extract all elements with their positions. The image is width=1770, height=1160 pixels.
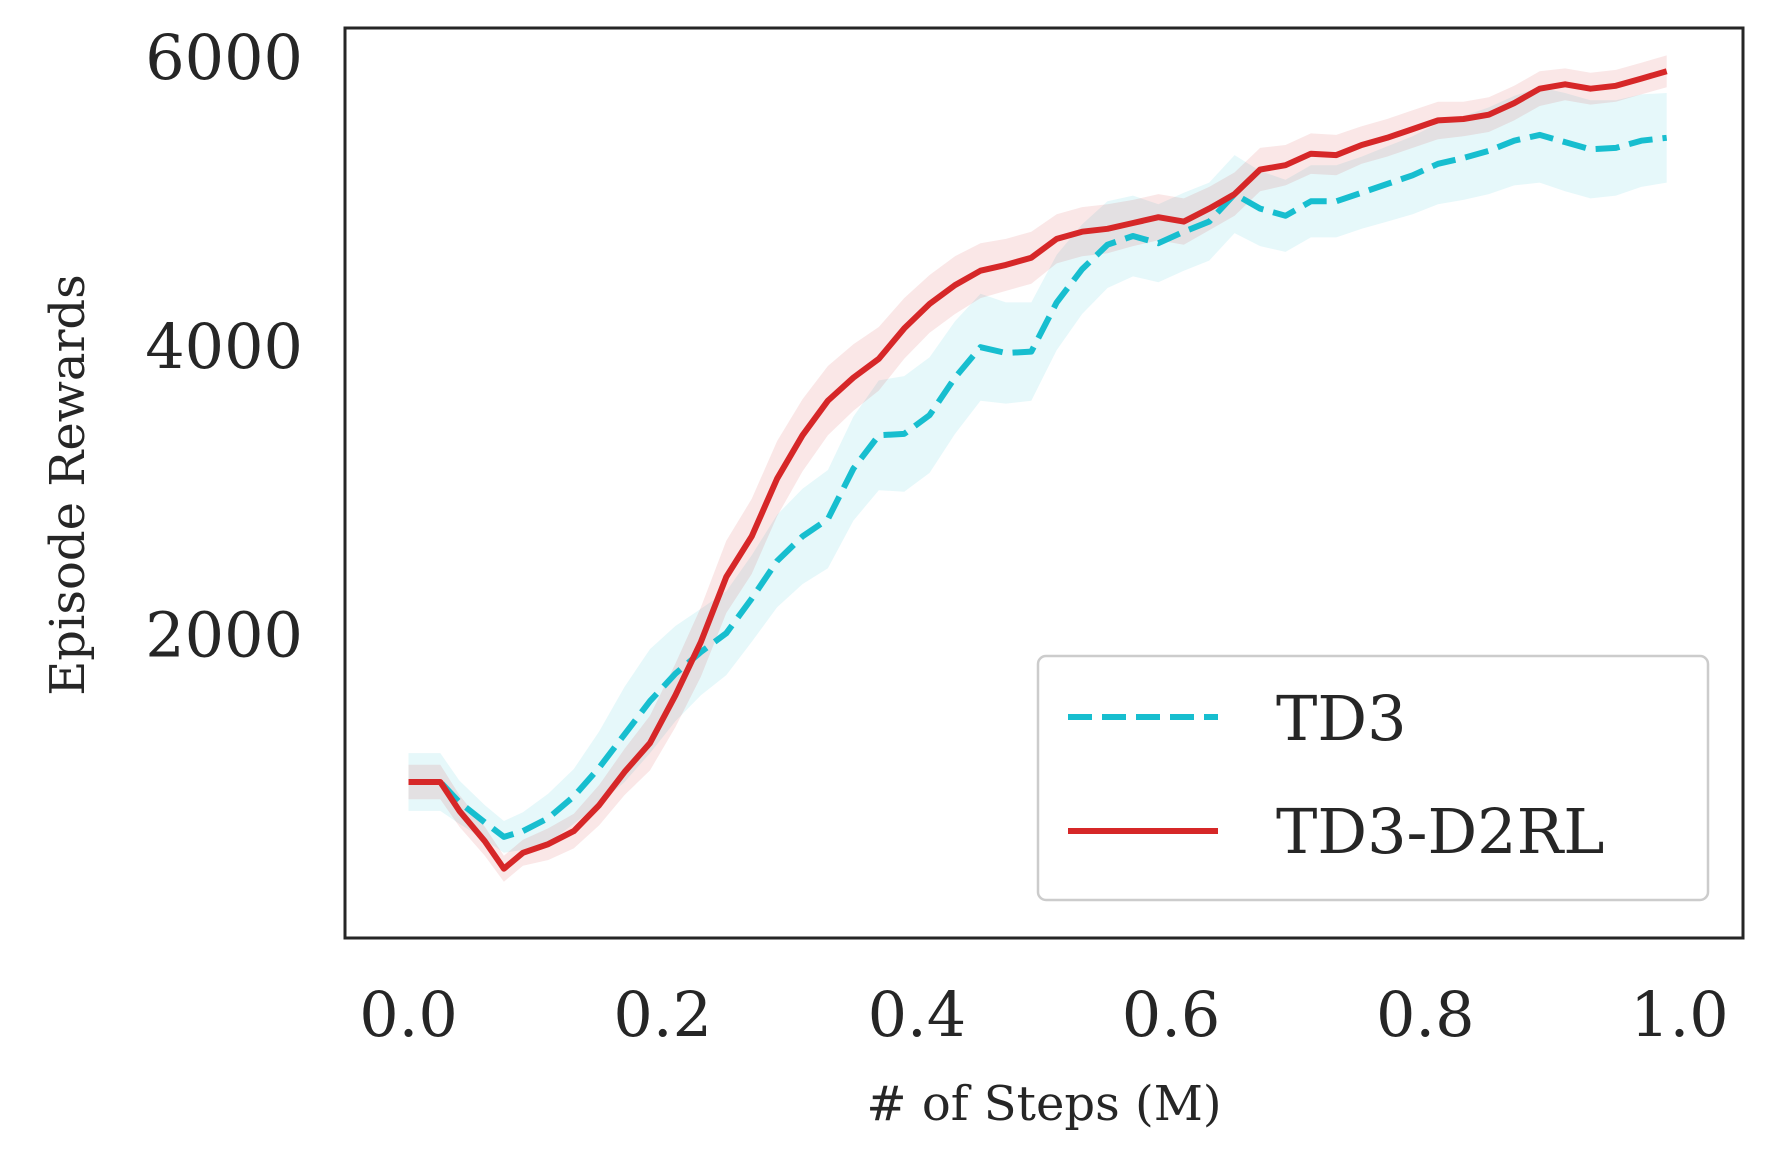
confidence-bands xyxy=(408,55,1667,882)
x-tick-label: 0.2 xyxy=(613,978,712,1051)
x-tick-label: 0.6 xyxy=(1122,978,1221,1051)
plot-frame xyxy=(343,26,1745,940)
x-axis-title: # of Steps (M) xyxy=(866,1076,1221,1132)
y-tick-label: 6000 xyxy=(145,21,303,94)
y-tick-label: 2000 xyxy=(145,599,303,672)
legend-label-td3-d2rl: TD3-D2RL xyxy=(1276,795,1604,868)
x-axis-ticks: 0.0 0.2 0.4 0.6 0.8 1.0 xyxy=(359,978,1729,1051)
legend: TD3 TD3-D2RL xyxy=(1036,654,1710,902)
x-tick-label: 0.4 xyxy=(868,978,967,1051)
line-td3 xyxy=(408,131,1668,840)
x-tick-label: 0.0 xyxy=(359,978,458,1051)
series-lines xyxy=(408,68,1668,872)
y-axis-title: Episode Rewards xyxy=(40,274,96,696)
band-td3 xyxy=(408,87,1667,853)
x-tick-label: 1.0 xyxy=(1630,978,1729,1051)
plot-area xyxy=(343,26,1745,940)
legend-label-td3: TD3 xyxy=(1276,682,1407,755)
x-tick-label: 0.8 xyxy=(1376,978,1475,1051)
y-axis-ticks: 2000 4000 6000 xyxy=(145,21,303,672)
y-tick-label: 4000 xyxy=(145,310,303,383)
line-td3-d2rl xyxy=(408,68,1668,872)
